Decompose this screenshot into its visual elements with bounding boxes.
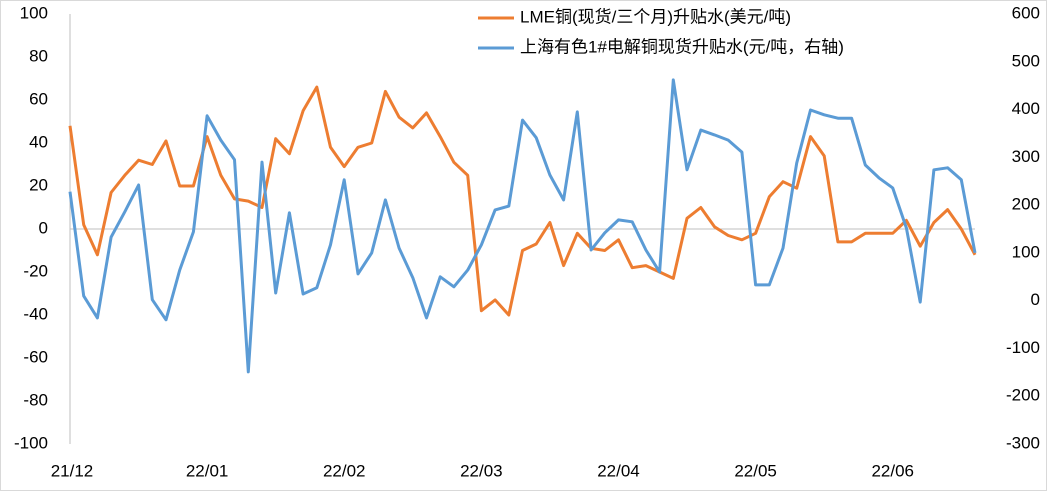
legend-label: 上海有色1#电解铜现货升贴水(元/吨，右轴)	[520, 37, 844, 56]
y2-tick-label: 600	[1012, 3, 1040, 22]
x-tick-label: 22/01	[186, 461, 229, 480]
x-tick-label: 22/05	[734, 461, 777, 480]
x-tick-label: 22/02	[323, 461, 366, 480]
x-tick-label: 22/06	[871, 461, 914, 480]
y2-tick-label: 300	[1012, 147, 1040, 166]
y-tick-label: 40	[29, 132, 48, 151]
y2-tick-label: 400	[1012, 99, 1040, 118]
y-tick-label: -100	[14, 433, 48, 452]
y2-tick-label: -200	[1006, 386, 1040, 405]
y2-tick-label: 0	[1031, 290, 1040, 309]
y2-tick-label: 100	[1012, 242, 1040, 261]
x-tick-label: 21/12	[51, 461, 94, 480]
y-tick-label: 20	[29, 175, 48, 194]
x-tick-label: 22/03	[460, 461, 503, 480]
y-tick-label: -60	[23, 347, 48, 366]
series-line	[68, 85, 977, 317]
y-tick-label: 60	[29, 89, 48, 108]
y-tick-label: -80	[23, 390, 48, 409]
y2-tick-label: -100	[1006, 338, 1040, 357]
y-tick-label: -40	[23, 304, 48, 323]
y-tick-label: 100	[20, 3, 48, 22]
series-line	[68, 78, 977, 374]
y2-tick-label: 500	[1012, 51, 1040, 70]
y-tick-label: 80	[29, 46, 48, 65]
y-tick-label: 0	[39, 218, 48, 237]
x-tick-label: 22/04	[597, 461, 640, 480]
legend-label: LME铜(现货/三个月)升贴水(美元/吨)	[520, 7, 791, 26]
y-tick-label: -20	[23, 261, 48, 280]
y2-tick-label: -300	[1006, 433, 1040, 452]
y2-tick-label: 200	[1012, 195, 1040, 214]
